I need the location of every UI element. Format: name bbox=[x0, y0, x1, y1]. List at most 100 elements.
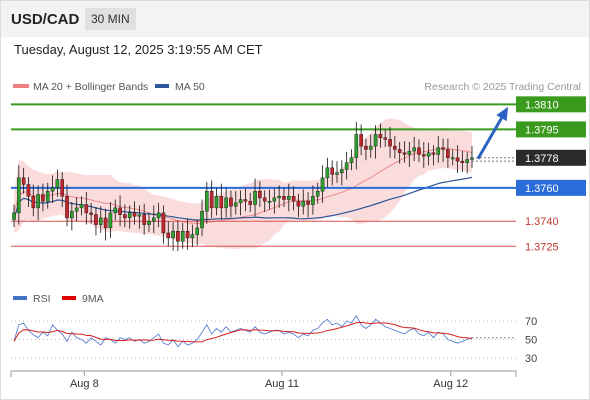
watermark: Research © 2025 Trading Central bbox=[424, 81, 581, 93]
candle-body-up bbox=[325, 167, 330, 179]
candle-body-up bbox=[233, 202, 238, 207]
candle bbox=[103, 208, 108, 241]
candle-body-down bbox=[65, 195, 69, 219]
last-price-label: 1.3778 bbox=[525, 153, 559, 165]
candle-body-up bbox=[79, 204, 84, 209]
candle-body-up bbox=[45, 190, 50, 202]
x-tick-label: Aug 8 bbox=[70, 378, 99, 390]
candle bbox=[267, 189, 272, 210]
level-label-box bbox=[516, 96, 586, 113]
candle bbox=[209, 180, 214, 218]
candle bbox=[195, 220, 200, 246]
rsi-line bbox=[13, 314, 473, 348]
candle-body-up bbox=[315, 190, 320, 197]
candle-body-down bbox=[21, 177, 26, 185]
candle-body-down bbox=[89, 212, 93, 215]
candle-body-down bbox=[402, 152, 407, 155]
candle bbox=[127, 205, 132, 229]
candle bbox=[137, 205, 142, 229]
candle bbox=[219, 183, 224, 220]
candle bbox=[253, 178, 257, 217]
candle-body-down bbox=[41, 194, 45, 202]
candle bbox=[330, 160, 334, 186]
projection-arrow-head bbox=[496, 106, 508, 122]
rsi-tick-label: 30 bbox=[525, 353, 537, 365]
candle-body-up bbox=[465, 159, 469, 163]
candle-body-down bbox=[209, 190, 214, 209]
candle bbox=[335, 161, 339, 183]
candle bbox=[70, 202, 74, 231]
candle bbox=[108, 202, 113, 238]
candle bbox=[214, 187, 219, 216]
candle bbox=[98, 206, 103, 233]
candle-body-down bbox=[142, 214, 146, 225]
candle bbox=[132, 201, 137, 225]
candle-body-up bbox=[349, 157, 354, 163]
candle bbox=[417, 139, 421, 162]
candle-body-up bbox=[344, 162, 349, 170]
candle bbox=[364, 138, 368, 161]
candle-body-up bbox=[152, 217, 156, 222]
candle bbox=[229, 190, 233, 218]
candle-body-up bbox=[426, 152, 431, 157]
candle bbox=[31, 184, 36, 217]
candle bbox=[383, 129, 388, 147]
candle bbox=[446, 138, 450, 168]
candle-body-down bbox=[118, 207, 122, 215]
candle bbox=[450, 149, 455, 166]
candle-body-down bbox=[258, 190, 262, 199]
candle bbox=[282, 187, 286, 208]
candle bbox=[393, 136, 397, 159]
symbol-title: USD/CAD bbox=[11, 11, 80, 28]
candle-body-up bbox=[311, 195, 315, 205]
candle-body-up bbox=[267, 201, 272, 203]
candle bbox=[407, 141, 412, 167]
level-label-box bbox=[516, 179, 586, 196]
candle bbox=[359, 124, 363, 156]
candle bbox=[431, 145, 436, 166]
candle-body-up bbox=[450, 157, 455, 160]
candle-body-down bbox=[393, 145, 397, 150]
last-price-dotted-line bbox=[472, 157, 516, 162]
candle-body-down bbox=[296, 201, 301, 207]
ma20-line bbox=[13, 147, 473, 225]
candle-body-up bbox=[195, 227, 200, 235]
candle bbox=[426, 142, 431, 166]
candle-body-up bbox=[272, 197, 277, 202]
ma50-line bbox=[13, 176, 473, 221]
candle-body-down bbox=[132, 212, 137, 217]
legend-rsi-swatch bbox=[13, 296, 27, 300]
candle-body-down bbox=[262, 197, 267, 202]
candle-body-down bbox=[446, 149, 450, 158]
candle-body-up bbox=[301, 201, 306, 207]
candle-body-down bbox=[26, 184, 31, 197]
candle bbox=[205, 182, 209, 224]
candle bbox=[354, 121, 359, 170]
candle bbox=[349, 149, 354, 171]
candle bbox=[41, 183, 45, 212]
candle bbox=[156, 202, 161, 228]
candle-body-down bbox=[431, 152, 436, 155]
candle-body-up bbox=[74, 207, 79, 212]
candle bbox=[50, 175, 55, 203]
levels-layer bbox=[11, 103, 516, 247]
candle-body-up bbox=[127, 212, 132, 219]
candle-body-down bbox=[291, 195, 296, 202]
candle-body-up bbox=[17, 177, 21, 214]
candle bbox=[142, 203, 146, 235]
candle bbox=[465, 151, 469, 174]
candle-body-up bbox=[12, 212, 16, 220]
candle-body-down bbox=[330, 167, 334, 175]
legend-9ma-swatch bbox=[62, 296, 76, 300]
candle-body-down bbox=[103, 217, 108, 229]
candle bbox=[306, 192, 310, 218]
candle-body-up bbox=[287, 195, 291, 200]
timeframe-badge[interactable]: 30 MIN bbox=[85, 8, 136, 30]
last-price-box bbox=[516, 149, 586, 166]
candle-body-down bbox=[166, 232, 171, 239]
candle bbox=[373, 125, 378, 159]
rsi-panel: RSI 9MA 70 50 30 bbox=[11, 293, 537, 365]
candles-layer bbox=[12, 121, 474, 252]
candle-body-up bbox=[335, 172, 339, 175]
